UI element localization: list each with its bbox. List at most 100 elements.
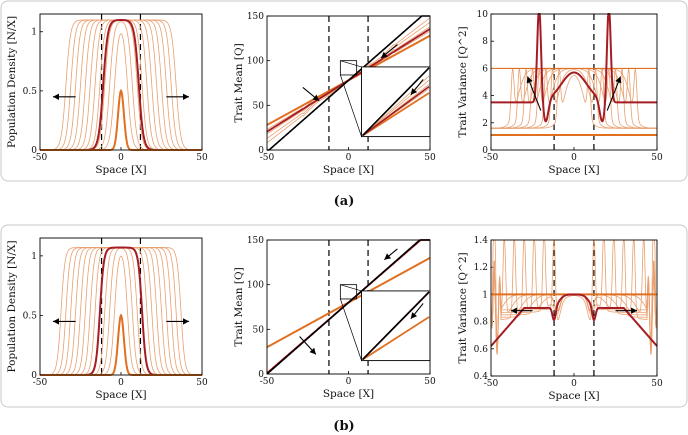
b-mean-ylabel: Trait Mean [Q] <box>233 267 245 346</box>
b-variance-arrow-left-head <box>510 307 517 314</box>
a-density-arrow-right-head <box>183 93 190 100</box>
b-variance-axes-box <box>490 239 658 377</box>
a-mean-optimum-line <box>267 15 430 151</box>
a-mean-inset-initial-line <box>362 92 430 137</box>
a-density-axes-box <box>39 13 203 151</box>
b-mean-arrow-0-head <box>309 347 316 355</box>
a-mean-ytick-label: 0 <box>258 146 264 156</box>
a-mean-xtick-label: 0 <box>346 153 352 163</box>
a-variance-plot-area <box>491 14 657 150</box>
b-variance-xtick-label: 50 <box>651 379 663 389</box>
a-mean-inset-arrow-head <box>410 88 418 95</box>
b-variance-plot-area <box>491 240 657 376</box>
a-variance-xtick-label: 0 <box>571 153 577 163</box>
a-variance-arrow-right-shaft <box>606 76 621 111</box>
frame-b <box>0 224 688 408</box>
b-density-axes-box <box>39 237 203 376</box>
b-variance-ytick-label: 1.4 <box>474 236 489 246</box>
b-variance-ytick-label: 0.8 <box>474 318 489 328</box>
b-mean-arrow-1-head <box>384 253 392 260</box>
a-variance-ytick-label: 0 <box>482 146 488 156</box>
a-mean-axes-box <box>266 15 431 151</box>
b-mean-zoom-connector <box>340 284 362 292</box>
a-mean-zoom-box <box>339 60 358 76</box>
b-mean-ytick-label: 150 <box>247 236 264 246</box>
b-mean-xtick-label: 0 <box>346 377 352 387</box>
a-density-xtick-label: 50 <box>196 153 208 163</box>
b-mean-ytick-label: 100 <box>247 281 264 291</box>
a-mean-zoom-connector <box>340 74 362 137</box>
b-density-arrow-left-head <box>52 318 59 325</box>
a-variance-xtick-label: -50 <box>484 153 499 163</box>
b-density-xlabel: Space [X] <box>95 389 146 401</box>
a-mean-ylabel: Trait Mean [Q] <box>233 43 245 122</box>
a-variance-xlabel: Space [X] <box>548 164 599 176</box>
a-mean-xtick-label: -50 <box>260 153 275 163</box>
b-mean-inset-initial-line <box>362 316 430 361</box>
a-mean-xlabel: Space [X] <box>323 164 374 176</box>
b-mean-optimum-line <box>266 239 430 375</box>
b-density-plot-area <box>40 238 202 375</box>
a-variance-arrow-left-head <box>526 76 533 84</box>
a-variance-ytick-label: 2 <box>482 119 488 129</box>
a-mean-ytick-label: 50 <box>253 101 265 111</box>
a-density-ytick-label: 1 <box>31 28 37 38</box>
b-mean-ytick-label: 0 <box>258 370 264 380</box>
a-mean-arrow-1-head <box>381 51 388 58</box>
a-density-ytick-label: 0 <box>31 146 37 156</box>
b-mean-axes-box <box>266 239 431 375</box>
b-density-xtick-label: 50 <box>196 378 208 388</box>
subfigure-label-b: (b) <box>333 419 354 434</box>
a-variance-ytick-label: 8 <box>482 37 488 47</box>
b-density-xtick-label: -50 <box>33 378 48 388</box>
b-density-ytick-label: 0 <box>31 371 37 381</box>
a-mean-ytick-label: 150 <box>247 12 264 22</box>
subfigure-label-a: (a) <box>334 194 355 209</box>
b-mean-xtick-label: 50 <box>424 377 436 387</box>
b-variance-arrow-right-head <box>631 307 638 314</box>
b-variance-ytick-label: 1 <box>482 290 488 300</box>
a-density-plot-area <box>40 14 202 150</box>
b-mean-inset-optimum-line <box>361 291 430 361</box>
a-mean-xtick-label: 50 <box>424 153 436 163</box>
b-density-ylabel: Population Density [N/X] <box>6 240 18 372</box>
a-variance-ylabel: Trait Variance [Q^2] <box>457 26 469 137</box>
a-variance-axes-box <box>490 13 658 151</box>
b-variance-ylabel: Trait Variance [Q^2] <box>457 252 469 363</box>
a-variance-xtick-label: 50 <box>651 153 663 163</box>
b-density-ytick-label: 1 <box>31 252 37 262</box>
a-variance-ytick-label: 10 <box>477 10 489 20</box>
a-mean-inset-trajectory-line <box>362 79 430 136</box>
b-variance-xlabel: Space [X] <box>548 390 599 402</box>
a-mean-arrow-0-head <box>312 94 320 101</box>
b-variance-ytick-label: 0.4 <box>474 372 489 382</box>
b-mean-inset-arrow-head <box>410 312 418 319</box>
a-density-arrow-left-head <box>52 93 59 100</box>
b-variance-ytick-label: 1.2 <box>474 263 488 273</box>
a-density-ylabel: Population Density [N/X] <box>6 16 18 148</box>
a-density-xtick-label: 0 <box>118 153 124 163</box>
a-variance-ytick-label: 4 <box>482 92 488 102</box>
b-mean-xtick-label: -50 <box>260 377 275 387</box>
b-variance-highlight-line <box>490 293 658 347</box>
b-density-arrow-right-head <box>183 318 190 325</box>
a-density-xtick-label: -50 <box>33 153 48 163</box>
b-density-xtick-label: 0 <box>118 378 124 388</box>
a-mean-inset-highlight-line <box>362 85 430 137</box>
a-variance-arrow-right-head <box>615 76 622 84</box>
b-variance-ytick-label: 0.6 <box>474 345 489 355</box>
a-density-ytick-label: 0.5 <box>23 87 38 97</box>
frame-a <box>0 0 688 182</box>
b-mean-ytick-label: 50 <box>253 325 265 335</box>
a-variance-ytick-label: 6 <box>482 64 488 74</box>
a-mean-zoom-connector <box>340 60 362 68</box>
a-mean-inset-optimum-line <box>361 67 430 137</box>
b-variance-xtick-label: -50 <box>484 379 499 389</box>
a-variance-arrow-left-shaft <box>527 76 542 111</box>
b-mean-zoom-connector <box>340 298 362 361</box>
b-mean-zoom-box <box>339 284 358 300</box>
b-variance-xtick-label: 0 <box>571 379 577 389</box>
a-variance-highlight-line <box>491 13 657 123</box>
a-mean-ytick-label: 100 <box>247 57 264 67</box>
